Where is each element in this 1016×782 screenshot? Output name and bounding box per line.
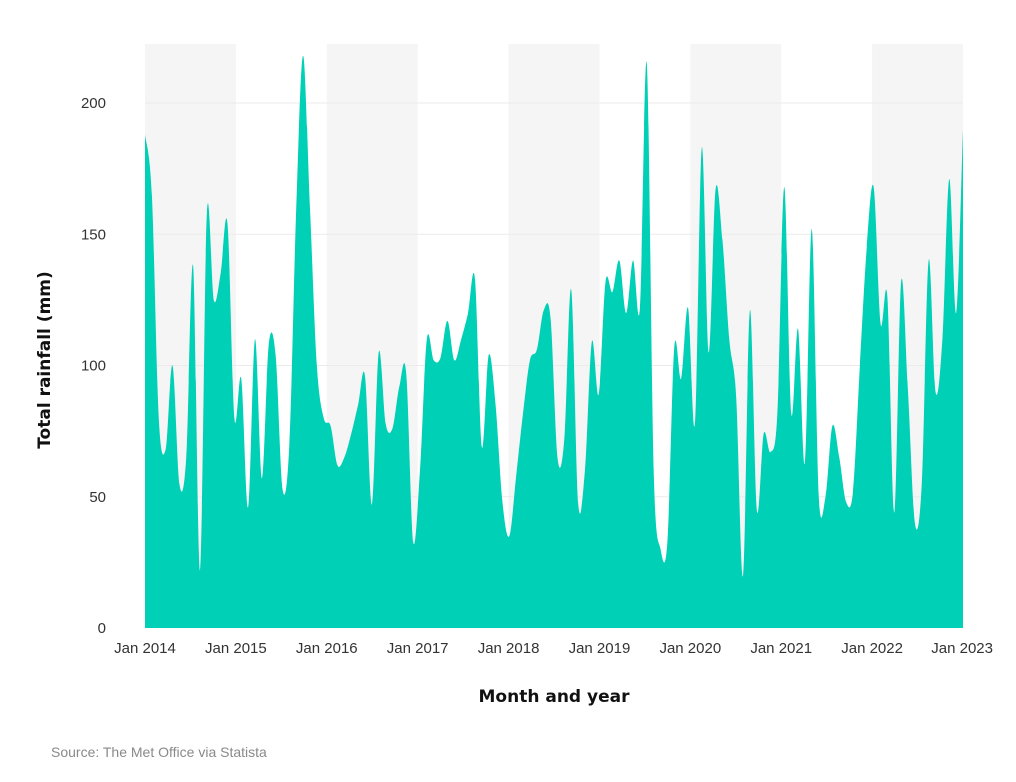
y-tick-label: 100 — [81, 358, 106, 375]
x-tick-label: Jan 2018 — [478, 640, 540, 657]
x-tick-label: Jan 2017 — [387, 640, 449, 657]
y-tick-label: 50 — [89, 489, 106, 506]
data-area — [145, 55, 963, 628]
y-axis-ticks: 0 50 100 150 200 — [81, 95, 106, 637]
x-tick-label: Jan 2016 — [296, 640, 358, 657]
y-axis-title: Total rainfall (mm) — [35, 271, 55, 449]
x-tick-label: Jan 2023 — [931, 640, 993, 657]
y-tick-label: 0 — [98, 620, 106, 637]
x-axis-title: Month and year — [479, 687, 631, 707]
x-tick-label: Jan 2020 — [659, 640, 721, 657]
x-axis-ticks: Jan 2014 Jan 2015 Jan 2016 Jan 2017 Jan 2018… — [114, 640, 993, 657]
rainfall-area — [145, 55, 963, 628]
x-tick-label: Jan 2019 — [569, 640, 631, 657]
y-tick-label: 200 — [81, 95, 106, 112]
x-tick-label: Jan 2022 — [841, 640, 903, 657]
x-tick-label: Jan 2014 — [114, 640, 176, 657]
source-note: Source: The Met Office via Statista — [51, 744, 267, 760]
x-tick-label: Jan 2021 — [750, 640, 812, 657]
y-tick-label: 150 — [81, 226, 106, 243]
x-tick-label: Jan 2015 — [205, 640, 267, 657]
